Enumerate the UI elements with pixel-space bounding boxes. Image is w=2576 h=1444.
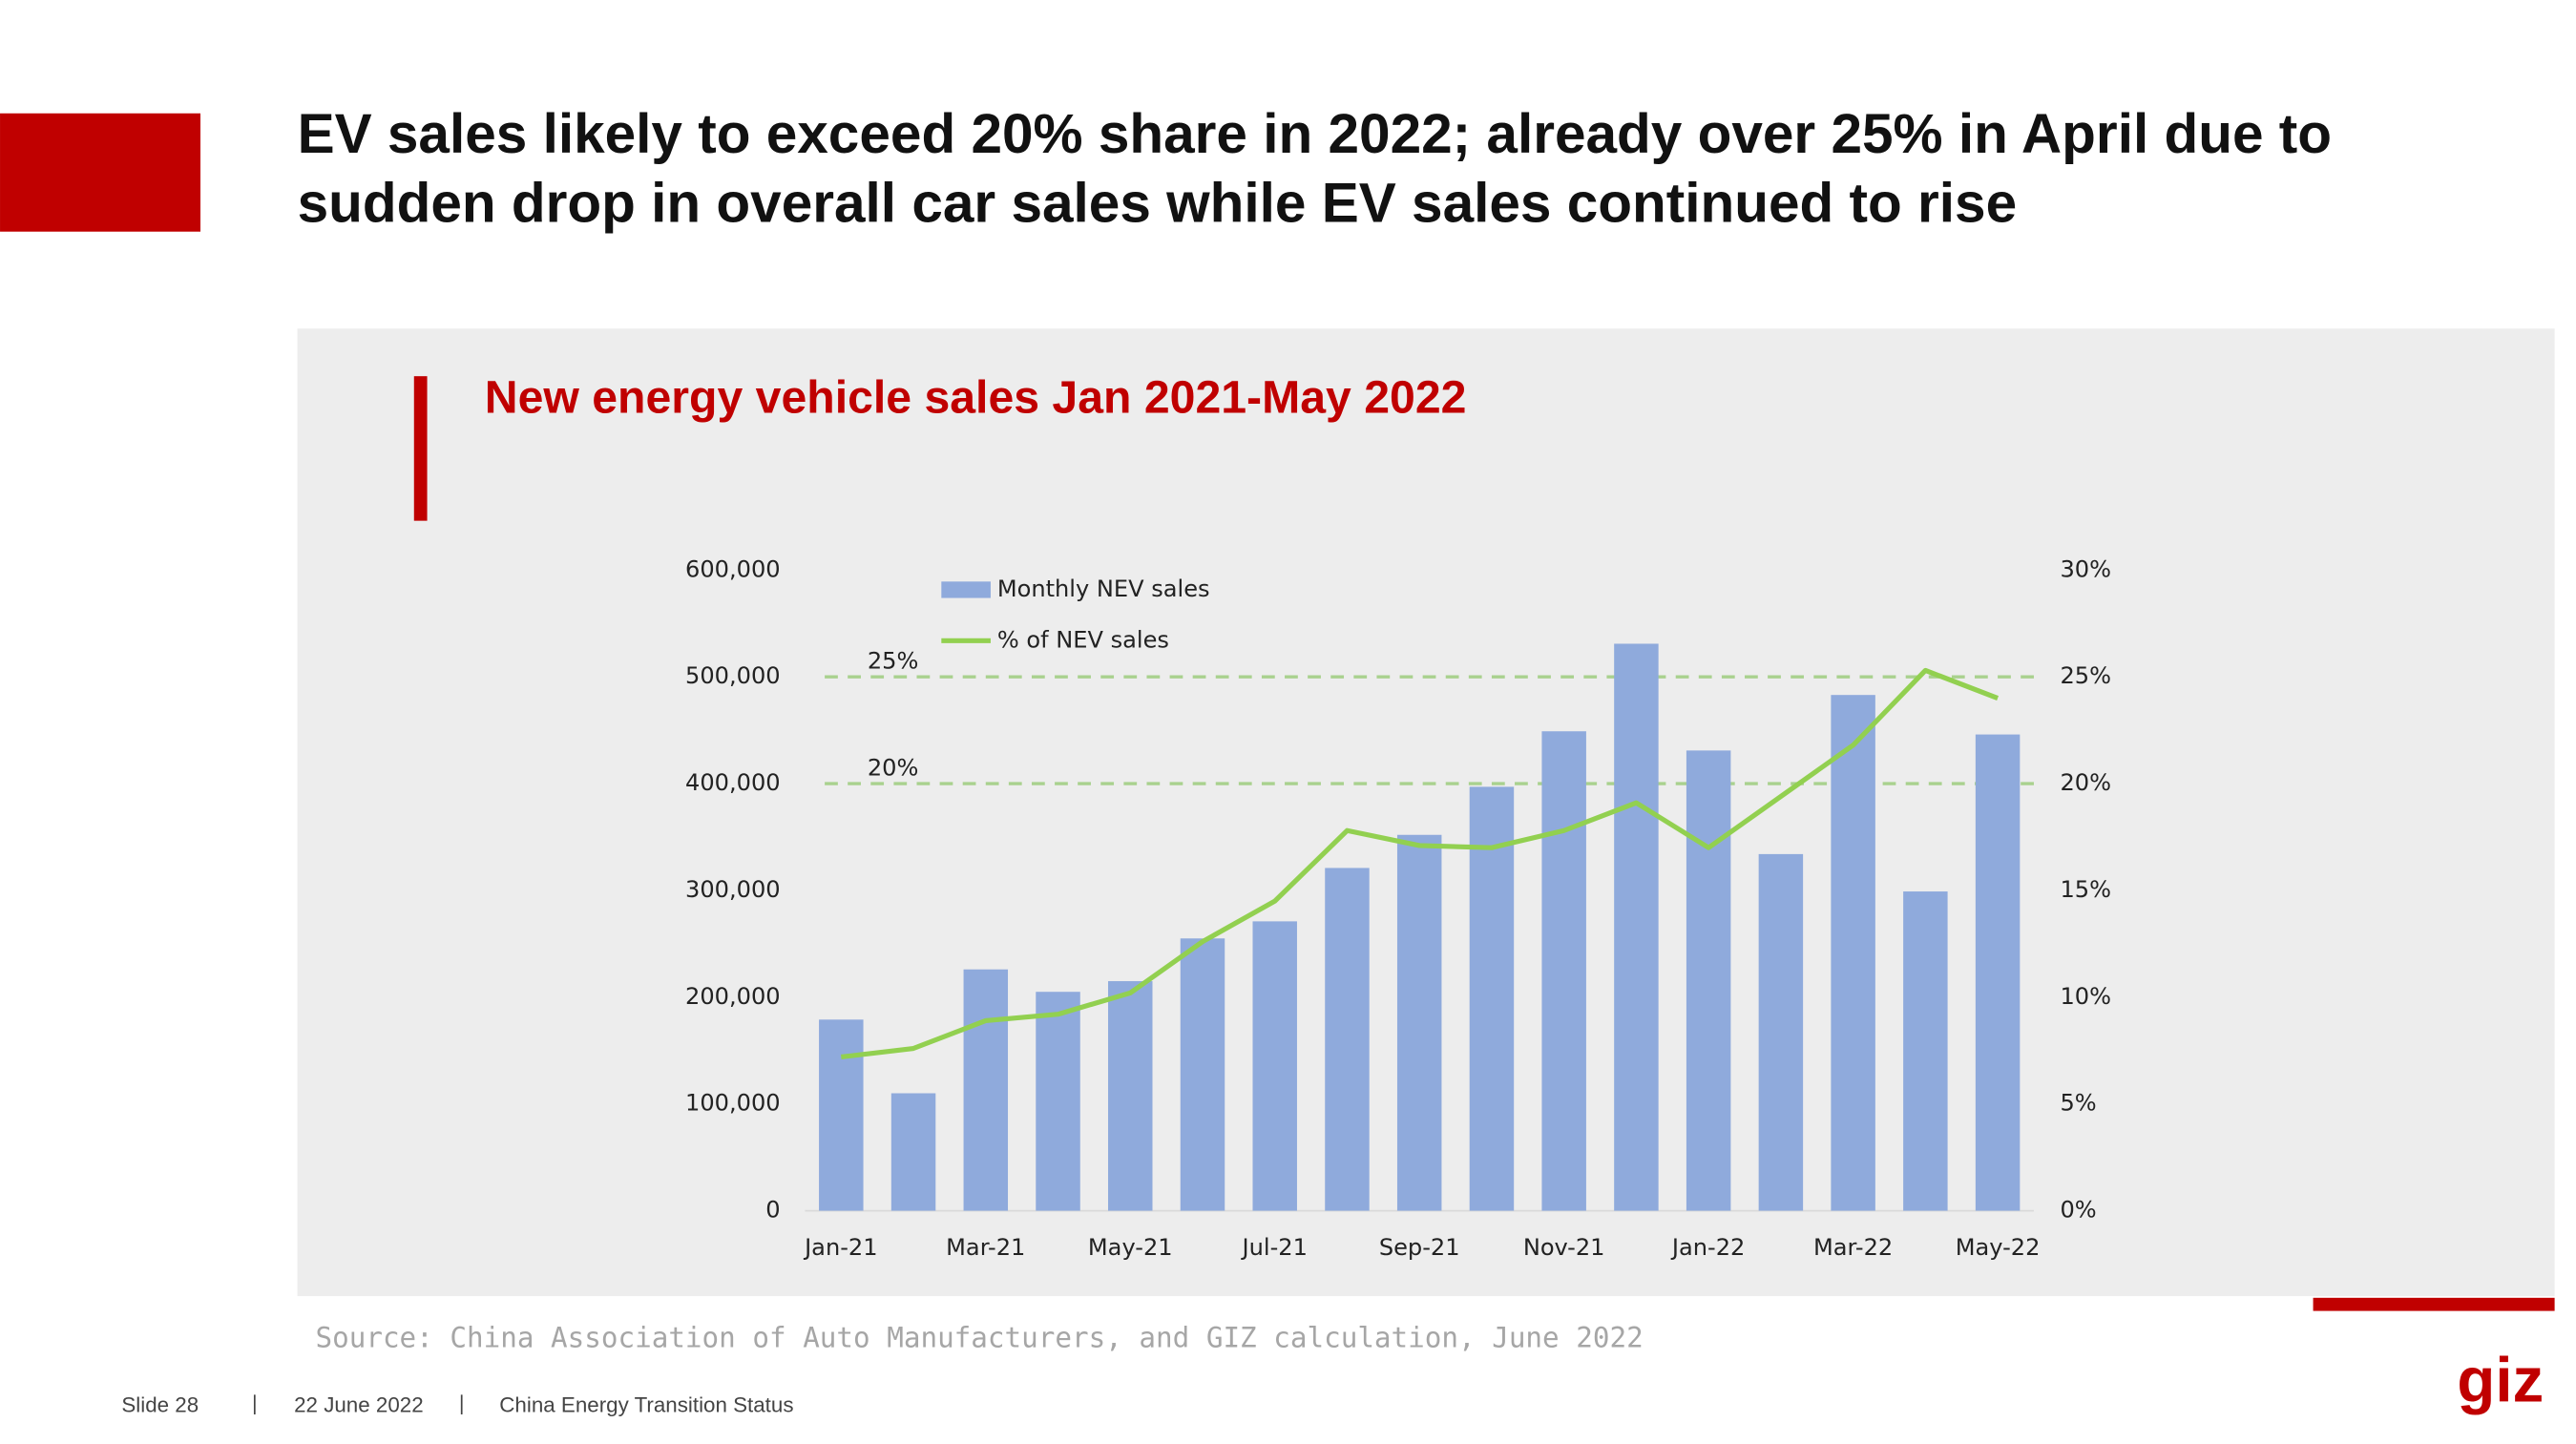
footer-topic: China Energy Transition Status xyxy=(499,1392,793,1416)
accent-line xyxy=(2313,1297,2555,1311)
bar xyxy=(1252,921,1297,1211)
slide-title: EV sales likely to exceed 20% share in 2… xyxy=(298,103,2332,165)
x-tick-label: May-21 xyxy=(1088,1234,1173,1261)
bar xyxy=(1758,853,1804,1211)
logo: giz xyxy=(2457,1345,2544,1414)
x-tick-label: May-22 xyxy=(1956,1234,2041,1261)
y-tick-label: 600,000 xyxy=(685,555,781,582)
bar xyxy=(819,1019,864,1211)
slide-title: sudden drop in overall car sales while E… xyxy=(298,172,2018,234)
y-tick-label: 500,000 xyxy=(685,662,781,689)
bar xyxy=(1469,786,1515,1211)
reference-label: 25% xyxy=(868,648,919,675)
legend-label: Monthly NEV sales xyxy=(997,576,1210,602)
footer-date: 22 June 2022 xyxy=(294,1392,424,1416)
reference-label: 20% xyxy=(868,755,919,782)
bar xyxy=(1831,695,1875,1211)
x-tick-label: Mar-21 xyxy=(946,1234,1025,1261)
bar xyxy=(1975,734,2021,1211)
y2-tick-label: 20% xyxy=(2060,769,2111,796)
bar xyxy=(1396,834,1442,1211)
x-tick-label: Mar-22 xyxy=(1813,1234,1893,1261)
bar xyxy=(1686,750,1731,1211)
y2-tick-label: 5% xyxy=(2060,1090,2096,1117)
bar xyxy=(1614,643,1659,1211)
bar xyxy=(1036,992,1080,1211)
source: Source: China Association of Auto Manufa… xyxy=(316,1321,1644,1353)
bar xyxy=(890,1093,936,1211)
x-tick-label: Jan-21 xyxy=(803,1234,877,1261)
x-tick-label: Nov-21 xyxy=(1523,1234,1605,1261)
y-tick-label: 200,000 xyxy=(685,983,781,1010)
bar xyxy=(1541,731,1586,1211)
chart-title: New energy vehicle sales Jan 2021-May 20… xyxy=(485,372,1467,424)
footer-slide: Slide 28 xyxy=(121,1392,199,1416)
y2-tick-label: 25% xyxy=(2060,662,2111,689)
y2-tick-label: 0% xyxy=(2060,1197,2096,1224)
y-tick-label: 0 xyxy=(765,1197,780,1224)
title-accent xyxy=(413,376,428,521)
y2-tick-label: 15% xyxy=(2060,876,2111,903)
y-tick-label: 100,000 xyxy=(685,1090,781,1117)
y2-tick-label: 10% xyxy=(2060,983,2111,1010)
x-tick-label: Sep-21 xyxy=(1379,1234,1460,1261)
y-tick-label: 400,000 xyxy=(685,769,781,796)
accent-block xyxy=(0,113,201,232)
x-tick-label: Jul-21 xyxy=(1241,1234,1308,1261)
y-tick-label: 300,000 xyxy=(685,876,781,903)
bar xyxy=(1108,981,1153,1211)
line xyxy=(841,667,2000,1060)
x-tick-label: Jan-22 xyxy=(1670,1234,1745,1261)
plot: 0 100,000 200,000 300,000 400,000 500,000 600,… xyxy=(685,555,2111,1261)
y2-tick-label: 30% xyxy=(2060,555,2111,582)
bar xyxy=(963,969,1009,1211)
bar xyxy=(1180,938,1225,1211)
bar xyxy=(1903,891,1948,1211)
legend-label: % of NEV sales xyxy=(997,626,1169,653)
bar xyxy=(1325,868,1370,1211)
legend-swatch xyxy=(941,581,991,598)
